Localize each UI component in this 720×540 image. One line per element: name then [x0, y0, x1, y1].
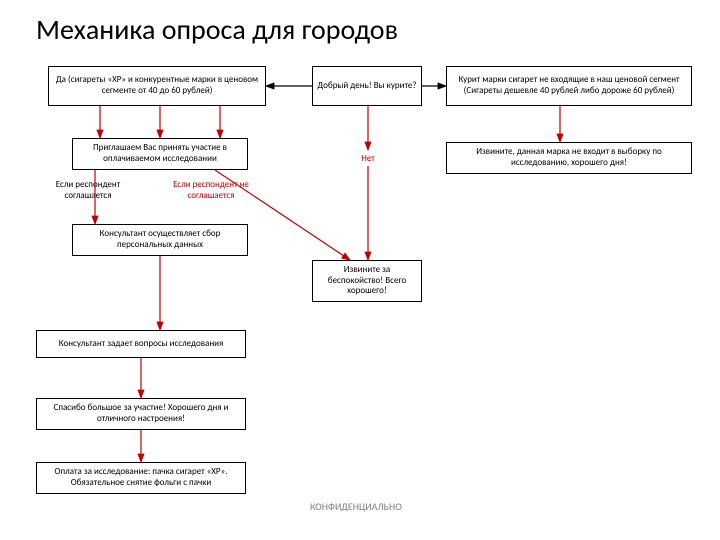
- node-dobry-den: Добрый день! Вы курите?: [312, 66, 422, 106]
- node-kurit-ne-segment: Курит марки сигарет не входящие в наш це…: [446, 66, 692, 106]
- node-voprosy: Консультант задает вопросы исследования: [36, 330, 246, 358]
- label-ne-soglashaetsya: Если респондент не соглашается: [164, 180, 258, 202]
- node-izvinite-marka: Извините, данная марка не входит в выбор…: [446, 142, 692, 174]
- label-net: Нет: [348, 154, 388, 165]
- label-soglashaetsya: Если респондент соглашается: [48, 180, 128, 202]
- node-oplata: Оплата за исследование: пачка сигарет «X…: [36, 462, 246, 494]
- node-spasibo: Спасибо большое за участие! Хорошего дня…: [36, 398, 246, 430]
- node-priglashaem: Приглашаем Вас принять участие в оплачив…: [72, 138, 248, 170]
- node-izvinite-bespokoystvo: Извините за беспокойство! Всего хорошего…: [312, 260, 422, 302]
- footer-confidential: КОНФИДЕНЦИАЛЬНО: [310, 500, 402, 513]
- node-sbor-dannyh: Консультант осуществляет сбор персональн…: [72, 224, 248, 256]
- node-da: Да (сигареты «XP» и конкурентные марки в…: [48, 66, 266, 106]
- page-title: Механика опроса для городов: [36, 12, 398, 47]
